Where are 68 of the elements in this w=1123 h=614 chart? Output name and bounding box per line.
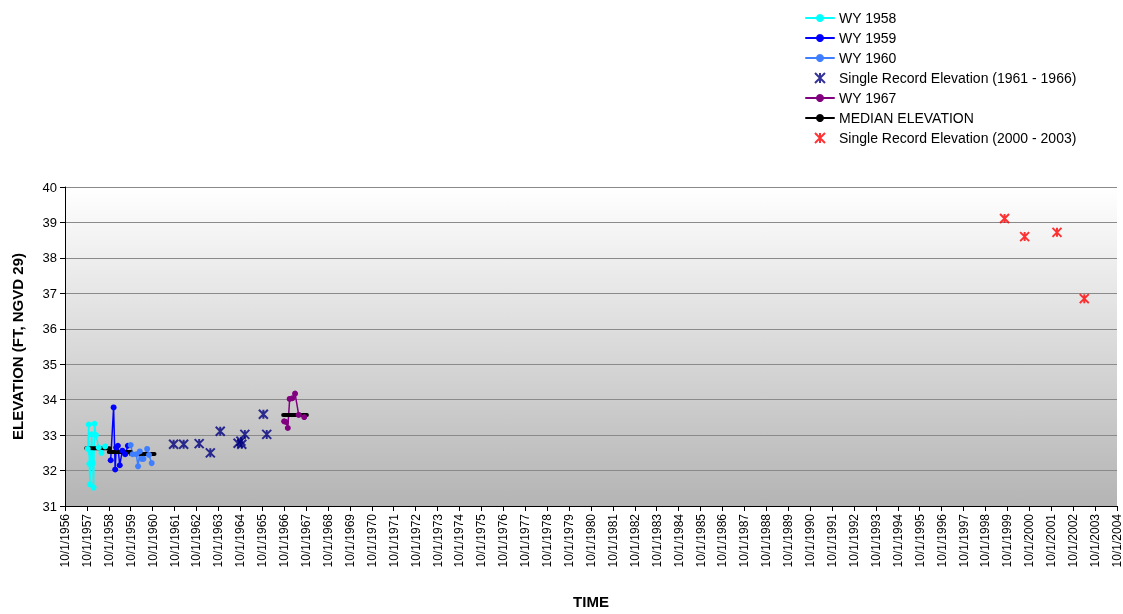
y-tick-label: 40 [42,179,57,195]
x-tick-label: 10/1/1984 [671,513,686,568]
x-tick-label: 10/1/1999 [1000,513,1015,568]
legend-label: Single Record Elevation (1961 - 1966) [839,70,1077,86]
x-tick-label: 10/1/1979 [562,513,577,568]
legend-label: WY 1960 [839,50,897,66]
legend-label: Single Record Elevation (2000 - 2003) [839,130,1077,146]
y-tick-label: 37 [42,285,57,301]
x-tick-label: 10/1/1972 [408,513,423,568]
x-tick-label: 10/1/1977 [518,513,533,568]
x-tick-label: 10/1/1959 [123,513,138,568]
x-tick-label: 10/1/1965 [255,513,270,568]
x-tick-label: 10/1/1973 [430,513,445,568]
x-tick-label: 10/1/1971 [386,513,401,568]
x-tick-label: 10/1/2001 [1044,513,1059,568]
x-tick-label: 10/1/1975 [474,513,489,568]
x-tick-label: 10/1/1958 [101,513,116,568]
legend-label: WY 1959 [839,30,897,46]
x-tick-label: 10/1/1998 [978,513,993,568]
x-tick-label: 10/1/1985 [693,513,708,568]
x-tick-label: 10/1/1983 [649,513,664,568]
y-tick-label: 35 [42,356,57,372]
y-tick-label: 31 [42,498,57,514]
x-tick-label: 10/1/1997 [956,513,971,568]
x-tick-label: 10/1/1981 [605,513,620,568]
x-tick-label: 10/1/1982 [627,513,642,568]
y-tick-label: 36 [42,321,57,337]
y-tick-label: 34 [42,392,57,408]
x-tick-label: 10/1/2003 [1088,513,1103,568]
x-tick-label: 10/1/1996 [934,513,949,568]
x-tick-label: 10/1/1968 [321,513,335,568]
x-tick-label: 10/1/1987 [737,513,752,568]
x-tick-label: 10/1/1974 [452,513,467,568]
x-tick-label: 10/1/1960 [145,513,160,568]
x-tick-label: 10/1/1970 [364,513,379,568]
x-tick-label: 10/1/2004 [1110,513,1123,568]
y-tick-label: 39 [42,214,57,230]
x-tick-label: 10/1/2002 [1066,513,1081,568]
x-tick-label: 10/1/1976 [496,513,511,568]
x-tick-label: 10/1/1991 [825,513,840,568]
x-tick-label: 10/1/1992 [847,513,861,568]
x-tick-label: 10/1/1990 [803,513,818,568]
x-tick-label: 10/1/1980 [584,513,598,568]
x-tick-label: 10/1/1957 [79,513,94,568]
x-tick-label: 10/1/1978 [540,513,555,568]
x-tick-label: 10/1/1994 [890,513,905,568]
legend-label: WY 1967 [839,90,897,106]
y-tick-label: 32 [42,463,57,479]
x-tick-label: 10/1/1995 [912,513,927,568]
x-tick-label: 10/1/2000 [1022,513,1037,568]
x-tick-label: 10/1/1969 [342,513,357,568]
x-axis-title: TIME [573,593,609,610]
x-tick-label: 10/1/1986 [715,513,730,568]
x-tick-label: 10/1/1962 [189,513,204,568]
y-axis-title: ELEVATION (FT, NGVD 29) [9,253,26,440]
x-tick-label: 10/1/1988 [759,513,774,568]
x-tick-label: 10/1/1993 [868,513,883,568]
x-tick-label: 10/1/1961 [167,513,182,568]
y-tick-label: 38 [42,250,57,266]
x-tick-label: 10/1/1966 [277,513,292,568]
x-tick-label: 10/1/1964 [233,513,248,568]
x-tick-label: 10/1/1963 [211,513,226,568]
legend-label: MEDIAN ELEVATION [839,110,974,126]
x-tick-label: 10/1/1989 [781,513,796,568]
legend-label: WY 1958 [839,10,897,26]
x-tick-label: 10/1/1956 [58,513,72,568]
y-tick-label: 33 [42,427,57,443]
x-tick-label: 10/1/1967 [299,513,314,568]
